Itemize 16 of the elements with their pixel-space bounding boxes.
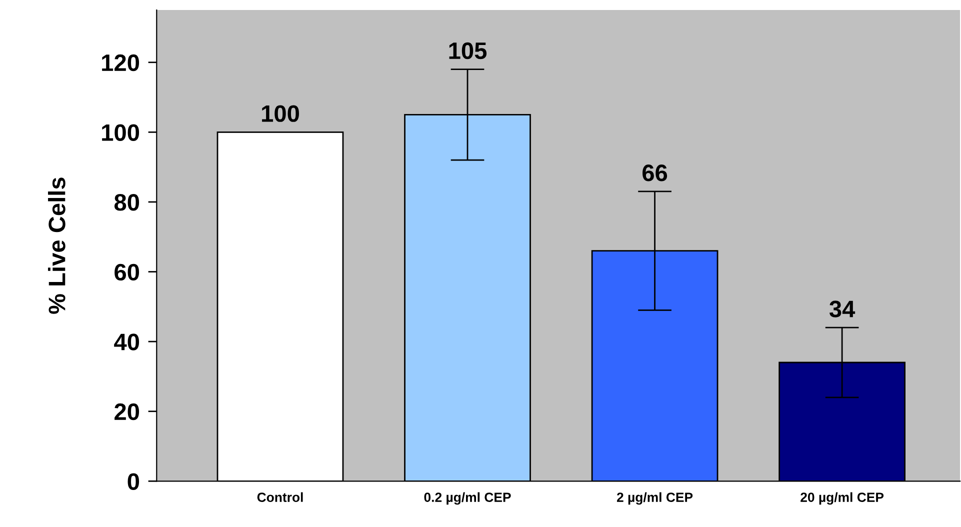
x-tick-label: 0.2 µg/ml CEP [424,492,511,505]
y-tick-label: 20 [114,403,140,420]
y-axis-title: % Live Cells [48,178,66,314]
x-tick-label: 20 µg/ml CEP [800,492,884,505]
y-tick-label: 120 [102,54,140,72]
data-label: 66 [642,164,668,182]
y-tick-label: 0 [128,473,140,490]
y-tick-label: 60 [114,264,140,281]
data-label: 100 [262,105,299,122]
y-tick-label: 80 [114,194,140,211]
data-label: 34 [829,300,856,318]
data-label: 105 [449,42,487,60]
y-tick-label: 100 [102,124,140,141]
x-tick-label: Control [257,492,303,502]
y-tick-label: 40 [114,334,140,350]
x-tick-label: 2 µg/ml CEP [616,492,693,505]
